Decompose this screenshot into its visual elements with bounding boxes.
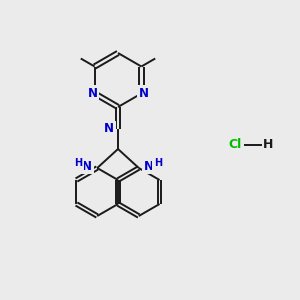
Text: N: N xyxy=(88,87,98,100)
Text: H: H xyxy=(154,158,162,168)
Text: N: N xyxy=(138,87,148,100)
Text: H: H xyxy=(74,158,82,168)
Text: H: H xyxy=(263,139,273,152)
Text: Cl: Cl xyxy=(228,139,242,152)
Text: N: N xyxy=(82,160,92,172)
Text: N: N xyxy=(104,122,114,136)
Text: N: N xyxy=(144,160,154,172)
